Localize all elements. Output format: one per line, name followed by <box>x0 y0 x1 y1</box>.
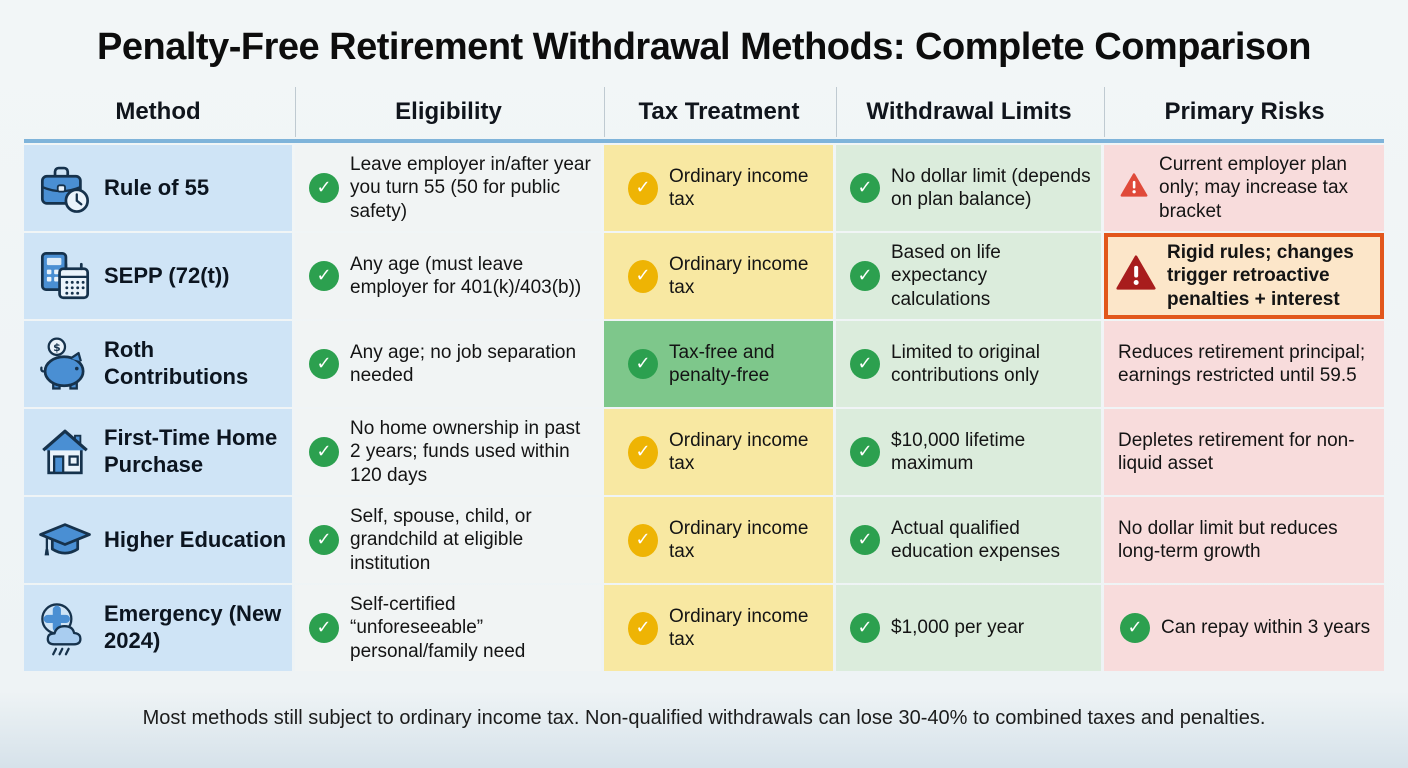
limits-text: Actual qualified education expenses <box>891 517 1061 562</box>
table-row-tax-cell: ✓ Ordinary income tax <box>604 585 833 671</box>
table-row-limits-cell: ✓ $1,000 per year <box>836 585 1101 671</box>
table-row-risks-cell-highlighted: Rigid rules; changes trigger retroactive… <box>1104 233 1384 319</box>
method-label: Emergency (New 2024) <box>104 601 282 653</box>
amber-check-icon: ✓ <box>628 171 658 205</box>
table-row-method-cell: Rule of 55 <box>24 145 292 231</box>
table-row-eligibility-cell: ✓ No home ownership in past 2 years; fun… <box>295 409 601 495</box>
risks-text: Can repay within 3 years <box>1161 617 1371 639</box>
risks-text: Reduces retirement principal; earnings r… <box>1118 341 1366 386</box>
green-check-icon: ✓ <box>850 173 880 203</box>
amber-check-icon: ✓ <box>628 523 658 557</box>
green-check-icon: ✓ <box>850 261 880 291</box>
table-row-risks-cell: No dollar limit but reduces long-term gr… <box>1104 497 1384 583</box>
method-label: First-Time Home Purchase <box>104 425 278 477</box>
green-check-icon: ✓ <box>850 349 880 379</box>
table-row-eligibility-cell: ✓ Any age (must leave employer for 401(k… <box>295 233 601 319</box>
table-row-tax-cell: ✓ Ordinary income tax <box>604 145 833 231</box>
page-title: Penalty-Free Retirement Withdrawal Metho… <box>97 26 1311 68</box>
risks-text: Rigid rules; changes trigger retroactive… <box>1167 242 1354 310</box>
table-row-method-cell: Higher Education <box>24 497 292 583</box>
tax-text: Ordinary income tax <box>669 253 809 298</box>
table-row-eligibility-cell: ✓ Self-certified “unforeseeable” persona… <box>295 585 601 671</box>
tax-text: Ordinary income tax <box>669 165 809 210</box>
table-body: Rule of 55 ✓ Leave employer in/after yea… <box>24 145 1384 671</box>
limits-text: Limited to original contributions only <box>891 341 1040 386</box>
footer-note: Most methods still subject to ordinary i… <box>142 707 1266 729</box>
table-row-risks-cell: Current employer plan only; may increase… <box>1104 145 1384 231</box>
column-header-withdrawal-limits: Withdrawal Limits <box>836 87 1101 137</box>
green-check-icon: ✓ <box>309 613 339 643</box>
table-row-method-cell: SEPP (72(t)) <box>24 233 292 319</box>
green-check-icon: ✓ <box>1120 613 1150 643</box>
graduation-cap-icon <box>34 509 96 571</box>
eligibility-text: Self-certified “unforeseeable” personal/… <box>350 594 526 662</box>
column-header-method: Method <box>115 98 201 125</box>
green-check-icon: ✓ <box>309 349 339 379</box>
limits-text: $1,000 per year <box>891 617 1025 639</box>
risks-text: No dollar limit but reduces long-term gr… <box>1118 517 1338 562</box>
table-row-eligibility-cell: ✓ Self, spouse, child, or grandchild at … <box>295 497 601 583</box>
tax-text: Ordinary income tax <box>669 429 809 474</box>
limits-text: $10,000 lifetime maximum <box>891 429 1026 474</box>
eligibility-text: Leave employer in/after year you turn 55… <box>350 154 591 222</box>
briefcase-clock-icon <box>34 157 96 219</box>
calculator-calendar-icon <box>34 245 96 307</box>
amber-check-icon: ✓ <box>628 611 658 645</box>
header-underline <box>24 139 1384 143</box>
table-row-method-cell: $ Roth Contributions <box>24 321 292 407</box>
column-header-eligibility: Eligibility <box>295 87 601 137</box>
table-row-limits-cell: ✓ No dollar limit (depends on plan balan… <box>836 145 1101 231</box>
table-row-limits-cell: ✓ Actual qualified education expenses <box>836 497 1101 583</box>
table-row-tax-cell: ✓ Tax-free and penalty-free <box>604 321 833 407</box>
method-label: Roth Contributions <box>104 337 249 389</box>
column-header-primary-risks: Primary Risks <box>1104 87 1384 137</box>
tax-text: Ordinary income tax <box>669 517 809 562</box>
amber-check-icon: ✓ <box>628 259 658 293</box>
table-row-tax-cell: ✓ Ordinary income tax <box>604 233 833 319</box>
eligibility-text: Any age; no job separation needed <box>350 341 577 386</box>
amber-check-icon: ✓ <box>628 435 658 469</box>
medical-cross-rain-cloud-icon <box>34 597 96 659</box>
table-row-risks-cell: ✓ Can repay within 3 years <box>1104 585 1384 671</box>
table-row-method-cell: Emergency (New 2024) <box>24 585 292 671</box>
method-label: Higher Education <box>104 526 287 552</box>
column-header-tax-treatment: Tax Treatment <box>604 87 833 137</box>
table-row-limits-cell: ✓ $10,000 lifetime maximum <box>836 409 1101 495</box>
green-check-icon: ✓ <box>309 525 339 555</box>
table-row-eligibility-cell: ✓ Any age; no job separation needed <box>295 321 601 407</box>
table-row-risks-cell: Reduces retirement principal; earnings r… <box>1104 321 1384 407</box>
method-label: Rule of 55 <box>104 174 210 200</box>
eligibility-text: Any age (must leave employer for 401(k)/… <box>350 253 582 298</box>
green-check-icon: ✓ <box>850 437 880 467</box>
table-row-risks-cell: Depletes retirement for non-liquid asset <box>1104 409 1384 495</box>
green-check-icon: ✓ <box>309 261 339 291</box>
eligibility-text: No home ownership in past 2 years; funds… <box>350 418 581 486</box>
table-row-tax-cell: ✓ Ordinary income tax <box>604 497 833 583</box>
limits-text: Based on life expectancy calculations <box>891 242 1001 310</box>
table-header-row: Method Eligibility Tax Treatment Withdra… <box>24 87 1384 137</box>
green-check-icon: ✓ <box>309 437 339 467</box>
table-row-tax-cell: ✓ Ordinary income tax <box>604 409 833 495</box>
risks-text: Depletes retirement for non-liquid asset <box>1118 429 1355 474</box>
piggy-bank-icon: $ <box>34 333 96 395</box>
svg-text:$: $ <box>53 341 61 354</box>
house-icon <box>34 421 96 483</box>
table-row-method-cell: First-Time Home Purchase <box>24 409 292 495</box>
dark-red-warning-icon <box>1116 254 1156 297</box>
table-row-eligibility-cell: ✓ Leave employer in/after year you turn … <box>295 145 601 231</box>
table-row-limits-cell: ✓ Based on life expectancy calculations <box>836 233 1101 319</box>
method-label: SEPP (72(t)) <box>104 262 230 288</box>
eligibility-text: Self, spouse, child, or grandchild at el… <box>350 506 532 574</box>
green-check-icon: ✓ <box>850 613 880 643</box>
tax-text: Ordinary income tax <box>669 605 809 650</box>
green-check-icon: ✓ <box>850 525 880 555</box>
tax-text: Tax-free and penalty-free <box>669 341 775 386</box>
green-check-icon: ✓ <box>309 173 339 203</box>
risks-text: Current employer plan only; may increase… <box>1159 154 1349 222</box>
green-check-icon: ✓ <box>628 349 658 379</box>
table-row-limits-cell: ✓ Limited to original contributions only <box>836 321 1101 407</box>
comparison-infographic: Penalty-Free Retirement Withdrawal Metho… <box>24 0 1384 730</box>
red-warning-icon <box>1120 172 1148 204</box>
limits-text: No dollar limit (depends on plan balance… <box>891 165 1091 210</box>
